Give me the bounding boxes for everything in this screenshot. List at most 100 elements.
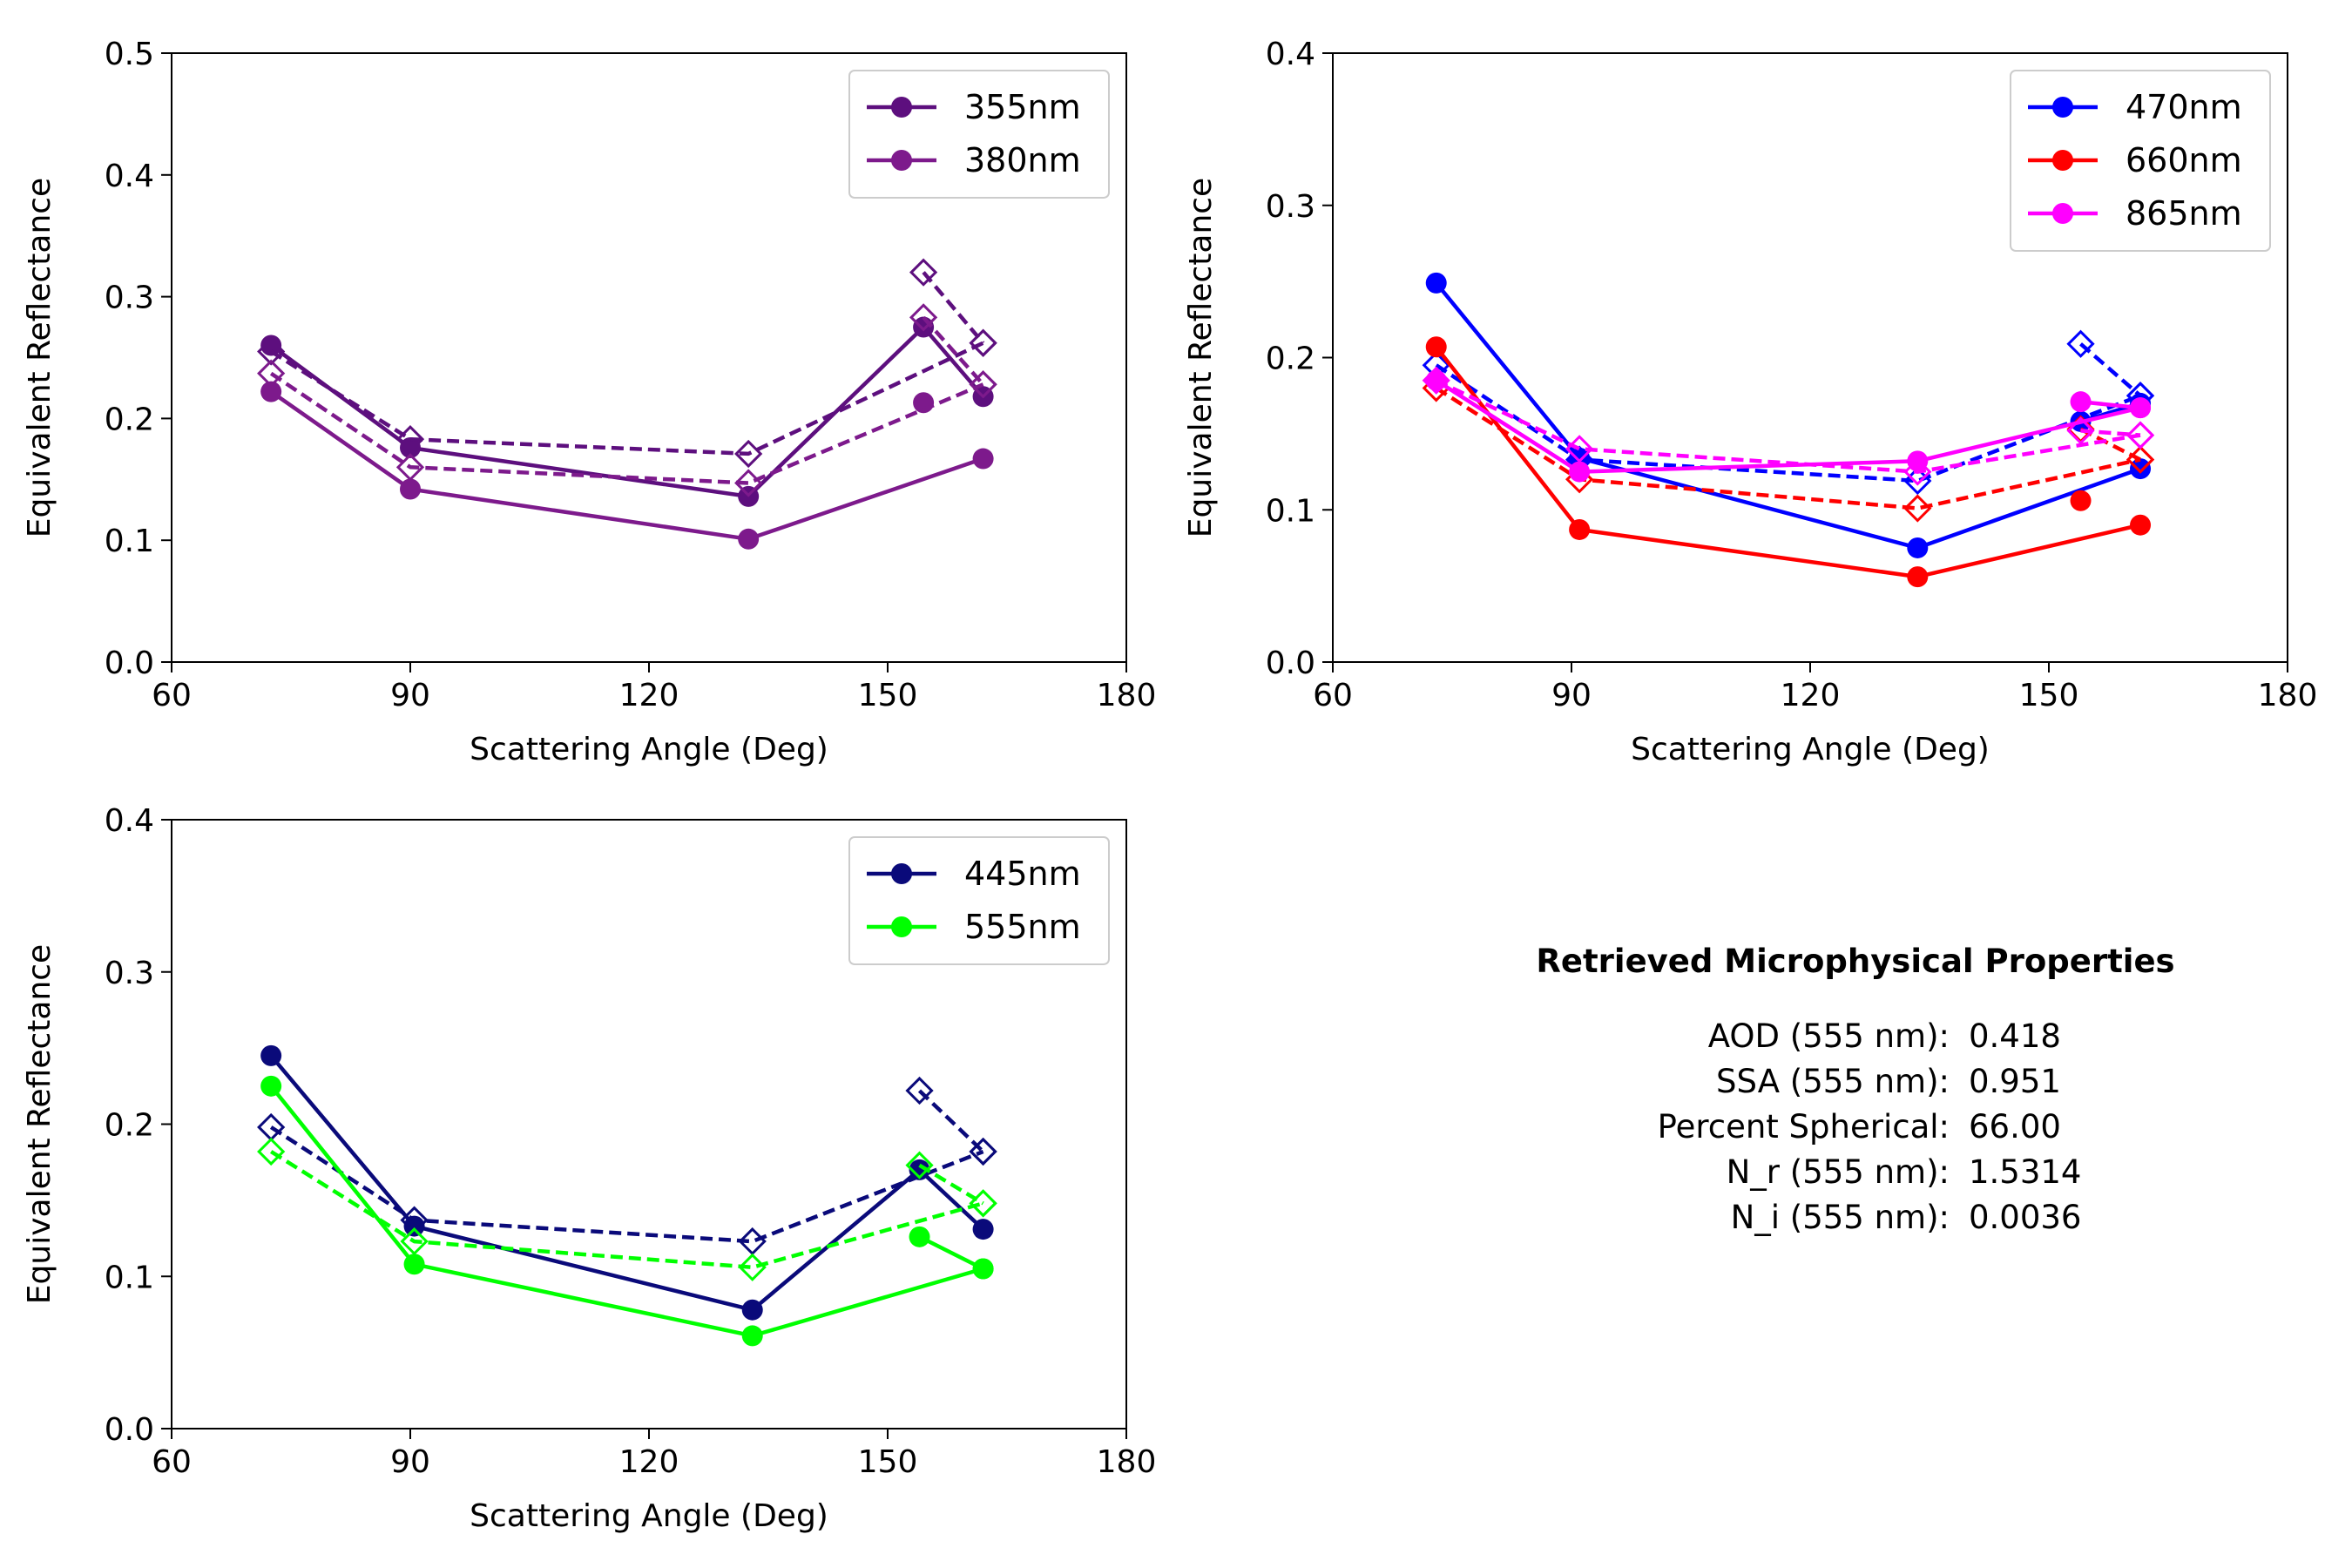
legend-marker <box>891 97 912 118</box>
series-3 <box>1422 374 2155 523</box>
series-2-555nm <box>260 1075 994 1347</box>
y-tick-label: 0.0 <box>1266 645 1315 681</box>
series-line <box>269 1054 985 1312</box>
x-axis-label: Scattering Angle (Deg) <box>470 1498 828 1534</box>
series-line <box>1435 386 2141 510</box>
property-value: 1.5314 <box>1969 1153 2081 1191</box>
property-label: N_i (555 nm): <box>1731 1199 1950 1236</box>
data-point <box>260 1044 282 1066</box>
series-line <box>918 1163 984 1206</box>
y-tick-label: 0.2 <box>105 402 154 437</box>
legend-item-660nm: 660nm <box>2028 141 2242 179</box>
y-tick-label: 0.3 <box>105 956 154 991</box>
legend-item-380nm: 380nm <box>867 141 1081 179</box>
data-point <box>2070 490 2092 511</box>
data-point <box>1907 566 1929 588</box>
property-value: 66.00 <box>1969 1108 2061 1146</box>
data-point <box>972 1258 994 1280</box>
series-2-380nm <box>260 381 994 550</box>
series-4-865nm <box>1425 369 2152 483</box>
x-tick-label: 180 <box>1097 678 1157 713</box>
series-1 <box>257 1076 997 1256</box>
legend-marker <box>891 863 912 884</box>
data-point <box>257 337 286 366</box>
property-label: Percent Spherical: <box>1658 1108 1950 1146</box>
data-point <box>2130 514 2152 536</box>
data-point <box>1565 435 1594 463</box>
legend-label: 555nm <box>964 908 1081 946</box>
plot-panel-top-left: 60 90 120 150 180 0.0 0.1 0.2 0.3 0.4 0.5 Scatterin… <box>22 37 1156 767</box>
legend-label: 380nm <box>964 141 1081 179</box>
legend-label: 660nm <box>2126 141 2242 179</box>
data-point <box>738 1253 767 1281</box>
property-label: AOD (555 nm): <box>1708 1017 1950 1055</box>
property-row: Percent Spherical: 66.00 <box>1658 1108 2061 1146</box>
series-3 <box>257 303 997 497</box>
data-point <box>1903 494 1932 523</box>
series-0-445nm <box>260 1044 994 1321</box>
data-point <box>1569 518 1591 540</box>
x-tick-label: 120 <box>619 1444 679 1480</box>
plot-panel-top-right: 60 90 120 150 180 0.0 0.1 0.2 0.3 0.4 Scattering A… <box>1183 37 2317 767</box>
properties-title: Retrieved Microphysical Properties <box>1536 943 2174 980</box>
data-point <box>395 453 425 482</box>
series-line <box>917 1089 985 1153</box>
legend-marker <box>2052 97 2073 118</box>
data-point <box>257 1112 286 1142</box>
y-tick-label: 0.2 <box>105 1108 154 1144</box>
data-point <box>909 258 938 287</box>
y-tick-label: 0.0 <box>105 645 154 681</box>
data-point <box>2066 329 2095 358</box>
data-point <box>734 469 763 497</box>
x-tick-label: 120 <box>1781 678 1841 713</box>
x-tick-label: 60 <box>152 1444 192 1480</box>
data-point <box>969 1189 997 1218</box>
x-tick-label: 60 <box>152 678 192 713</box>
data-point <box>2130 458 2152 480</box>
data-point <box>1569 461 1591 483</box>
y-tick-label: 0.1 <box>105 524 154 559</box>
data-point <box>2126 445 2155 474</box>
legend-label: 445nm <box>964 855 1081 893</box>
property-value: 0.951 <box>1969 1063 2061 1100</box>
legend-label: 355nm <box>964 88 1081 126</box>
x-tick-label: 90 <box>390 678 430 713</box>
x-tick-label: 90 <box>390 1444 430 1480</box>
property-row: SSA (555 nm): 0.951 <box>1716 1063 2061 1100</box>
data-point <box>400 1227 429 1256</box>
series-line <box>1435 363 2141 483</box>
legend-item-555nm: 555nm <box>867 908 1081 946</box>
data-point <box>260 1075 282 1097</box>
retrieved-properties-box: Retrieved Microphysical Properties AOD (… <box>1536 943 2174 1236</box>
series-line <box>1434 281 2141 551</box>
data-point <box>2126 421 2155 449</box>
legend-box <box>848 836 1110 965</box>
data-point <box>257 359 286 388</box>
data-point <box>909 303 938 332</box>
x-tick-label: 90 <box>1551 678 1592 713</box>
legend-label: 470nm <box>2126 88 2242 126</box>
y-tick-label: 0.3 <box>1266 189 1315 225</box>
legend: 470nm 660nm 865nm <box>2010 70 2271 252</box>
data-point <box>260 381 282 402</box>
y-tick-label: 0.4 <box>105 159 154 194</box>
property-row: AOD (555 nm): 0.418 <box>1708 1017 2061 1055</box>
y-tick-label: 0.5 <box>105 37 154 72</box>
x-axis-label: Scattering Angle (Deg) <box>1631 732 1990 767</box>
series-line <box>269 371 984 485</box>
x-tick-label: 150 <box>858 678 918 713</box>
series-line <box>269 389 984 542</box>
series-2-660nm <box>1425 336 2152 588</box>
data-point <box>969 328 997 357</box>
property-row: N_r (555 nm): 1.5314 <box>1727 1153 2082 1191</box>
y-axis-label: Equivalent Reflectance <box>1183 178 1219 537</box>
data-point <box>905 1076 934 1105</box>
legend-box <box>848 70 1110 199</box>
series-line <box>2079 342 2142 397</box>
series-line <box>270 1150 984 1270</box>
legend-item-865nm: 865nm <box>2028 194 2242 233</box>
legend-item-470nm: 470nm <box>2028 88 2242 126</box>
x-tick-label: 150 <box>858 1444 918 1480</box>
legend-marker <box>891 916 912 937</box>
